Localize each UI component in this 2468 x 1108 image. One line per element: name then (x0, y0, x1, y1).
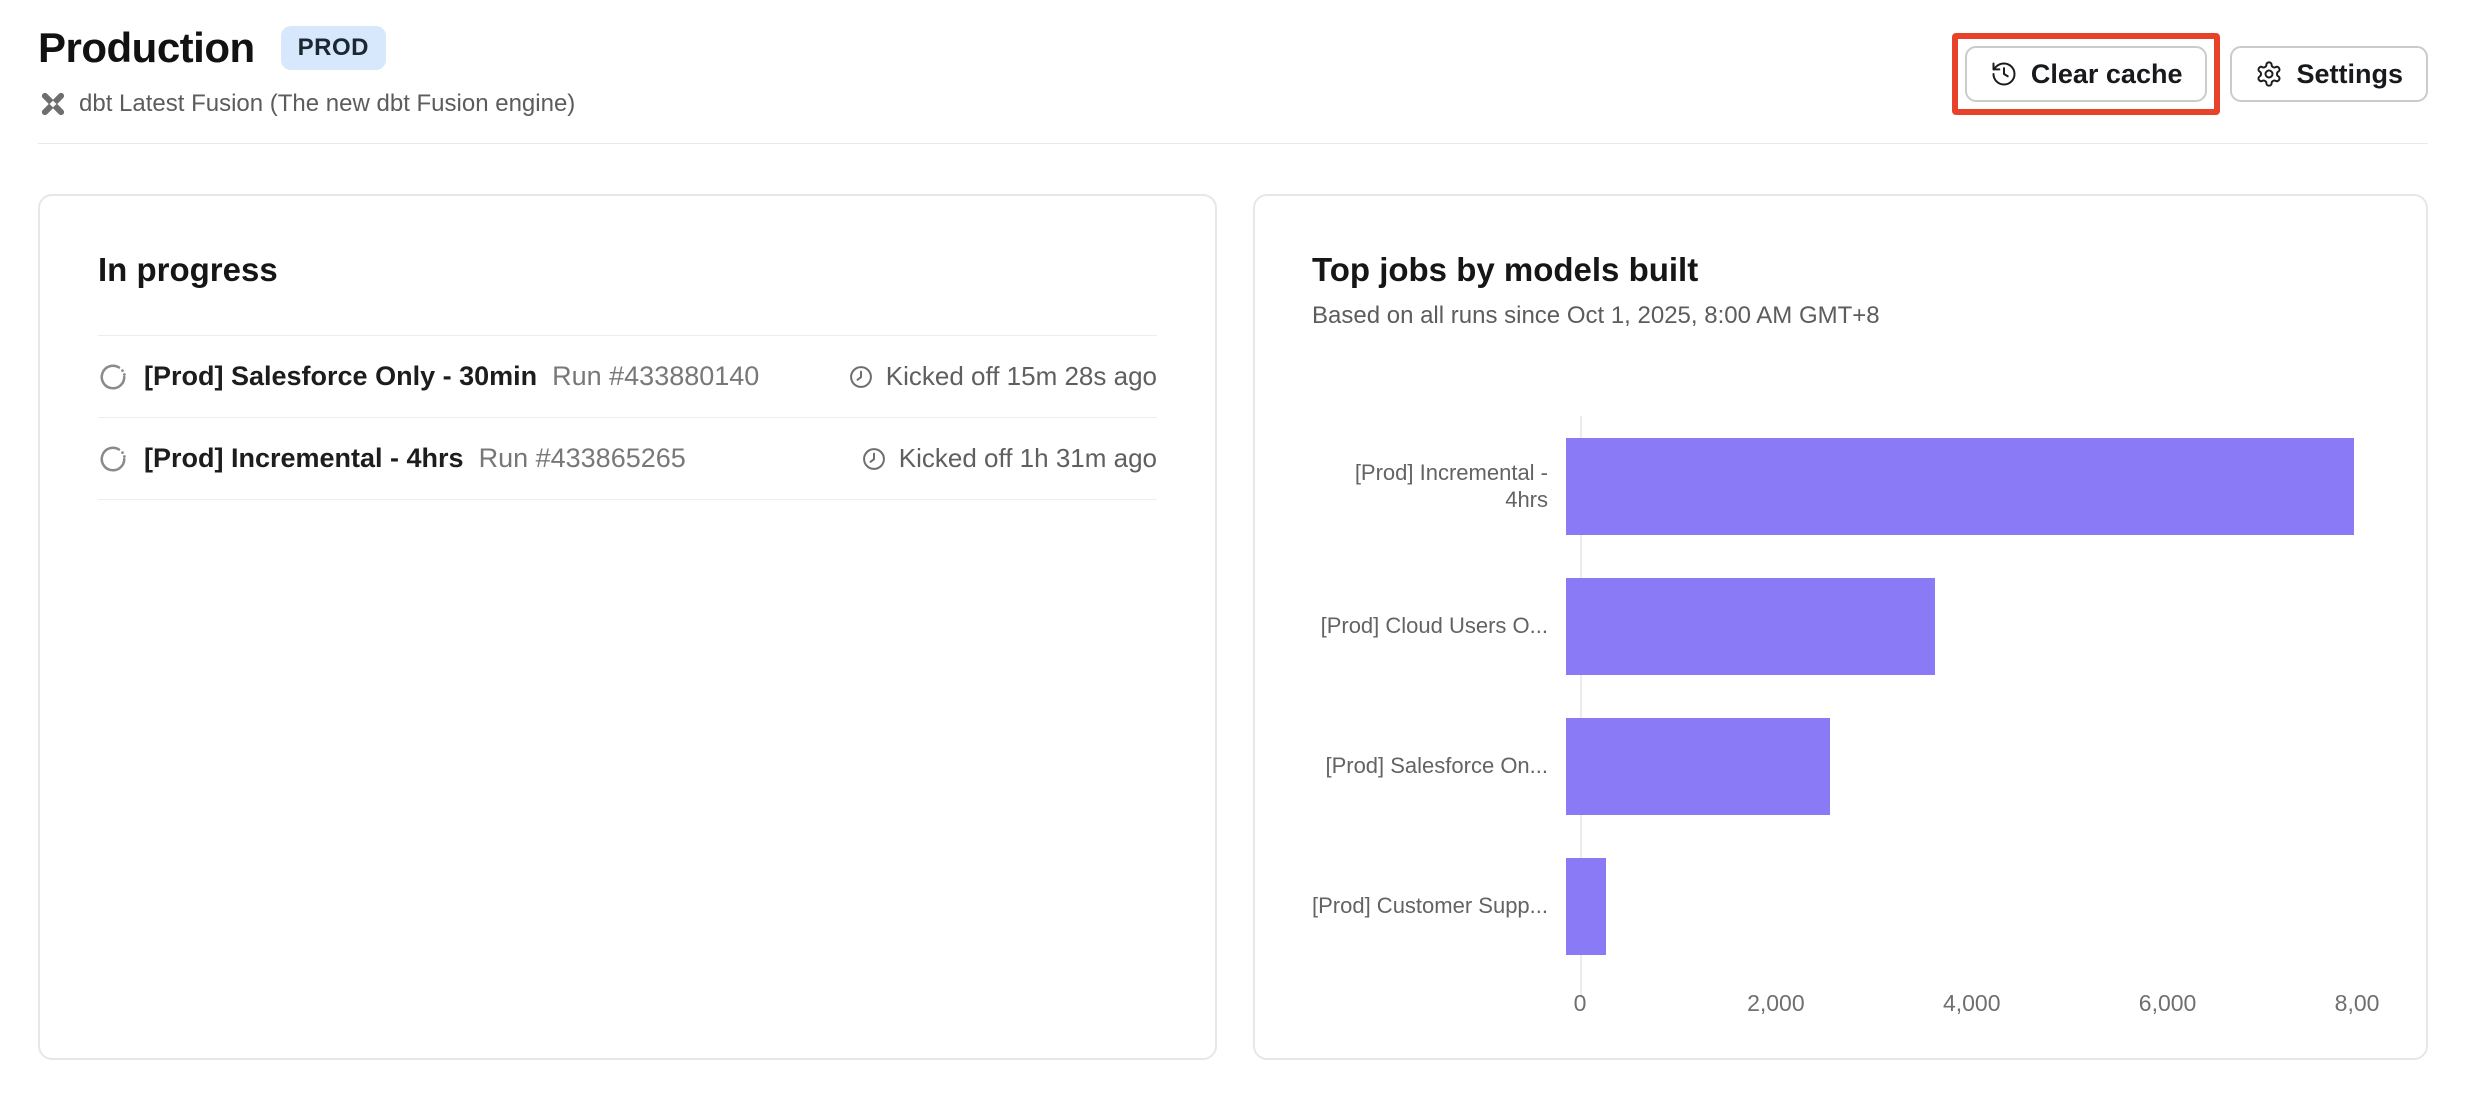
bar-chart: [Prod] Incremental - 4hrs [Prod] Cloud U… (1312, 416, 2426, 1024)
category-label: [Prod] Salesforce On... (1325, 753, 1548, 779)
chart-row: [Prod] Incremental - 4hrs (1312, 416, 2426, 556)
spinner-icon (98, 444, 128, 474)
clear-cache-label: Clear cache (2030, 58, 2183, 89)
chart-row: [Prod] Customer Supp... (1312, 836, 2426, 976)
title-row: Production PROD (38, 24, 2428, 72)
settings-button[interactable]: Settings (2230, 46, 2428, 102)
run-number-link[interactable]: Run #433880140 (552, 361, 760, 391)
gear-icon (2255, 60, 2283, 88)
page-header: Production PROD dbt Latest Fusion (The n… (0, 0, 2468, 144)
kicked-off-text: Kicked off 1h 31m ago (898, 443, 1157, 473)
engine-subtitle-row: dbt Latest Fusion (The new dbt Fusion en… (38, 89, 2428, 119)
chart-subtitle: Based on all runs since Oct 1, 2025, 8:0… (1312, 302, 1880, 329)
run-row[interactable]: [Prod] Salesforce Only - 30min Run #4338… (98, 336, 1157, 418)
main-content: In progress [Prod] Salesforce Only - 30m… (0, 194, 2468, 1060)
header-divider (38, 143, 2428, 144)
bar-track (1564, 717, 2426, 815)
in-progress-title: In progress (98, 251, 278, 288)
job-name-link[interactable]: [Prod] Incremental - 4hrs (144, 443, 464, 473)
x-tick-label: 6,000 (2138, 990, 2197, 1016)
kicked-off-group: Kicked off 15m 28s ago (847, 361, 1157, 392)
settings-label: Settings (2296, 58, 2403, 89)
bar-salesforce-only[interactable] (1566, 717, 1831, 815)
engine-subtitle: dbt Latest Fusion (The new dbt Fusion en… (79, 90, 576, 117)
bar-track (1564, 857, 2426, 955)
x-tick-label: 0 (1573, 990, 1587, 1016)
top-jobs-card: Top jobs by models built Based on all ru… (1253, 194, 2428, 1060)
x-tick-label: 2,000 (1747, 990, 1805, 1016)
environment-badge: PROD (280, 26, 386, 70)
x-axis-ticks: 0 2,000 4,000 6,000 8,000 (1574, 988, 2380, 1024)
x-tick-label: 8,000 (2334, 990, 2380, 1016)
spinner-icon (98, 362, 128, 392)
x-axis: 0 2,000 4,000 6,000 8,000 (1560, 988, 2380, 1024)
run-number-link[interactable]: Run #433865265 (478, 443, 686, 473)
clear-cache-button[interactable]: Clear cache (1964, 46, 2208, 102)
toolbar: Clear cache Settings (1951, 33, 2428, 115)
bar-track (1564, 437, 2426, 535)
category-label: [Prod] Cloud Users O... (1320, 613, 1548, 639)
x-tick-label: 4,000 (1942, 990, 2001, 1016)
job-name-link[interactable]: [Prod] Salesforce Only - 30min (144, 361, 538, 391)
bar-cloud-users[interactable] (1566, 577, 1936, 675)
kicked-off-text: Kicked off 15m 28s ago (885, 361, 1157, 391)
dbt-fusion-icon (38, 89, 68, 119)
chart-row: [Prod] Salesforce On... (1312, 696, 2426, 836)
bar-incremental-4hrs[interactable] (1566, 437, 2355, 535)
chart-title: Top jobs by models built (1312, 251, 1699, 288)
page-title: Production (38, 24, 255, 71)
history-icon (1990, 60, 2018, 88)
bar-customer-support[interactable] (1566, 857, 1606, 955)
in-progress-list: [Prod] Salesforce Only - 30min Run #4338… (98, 335, 1157, 500)
category-label: [Prod] Incremental - 4hrs (1354, 459, 1548, 513)
clock-icon (847, 363, 875, 391)
bar-track (1564, 577, 2426, 675)
in-progress-card: In progress [Prod] Salesforce Only - 30m… (38, 194, 1217, 1060)
annotation-highlight: Clear cache (1951, 33, 2221, 115)
run-row[interactable]: [Prod] Incremental - 4hrs Run #433865265… (98, 418, 1157, 500)
category-label: [Prod] Customer Supp... (1312, 893, 1548, 919)
y-axis-line (1580, 416, 1582, 998)
clock-icon (860, 445, 888, 473)
chart-row: [Prod] Cloud Users O... (1312, 556, 2426, 696)
kicked-off-group: Kicked off 1h 31m ago (860, 443, 1157, 474)
